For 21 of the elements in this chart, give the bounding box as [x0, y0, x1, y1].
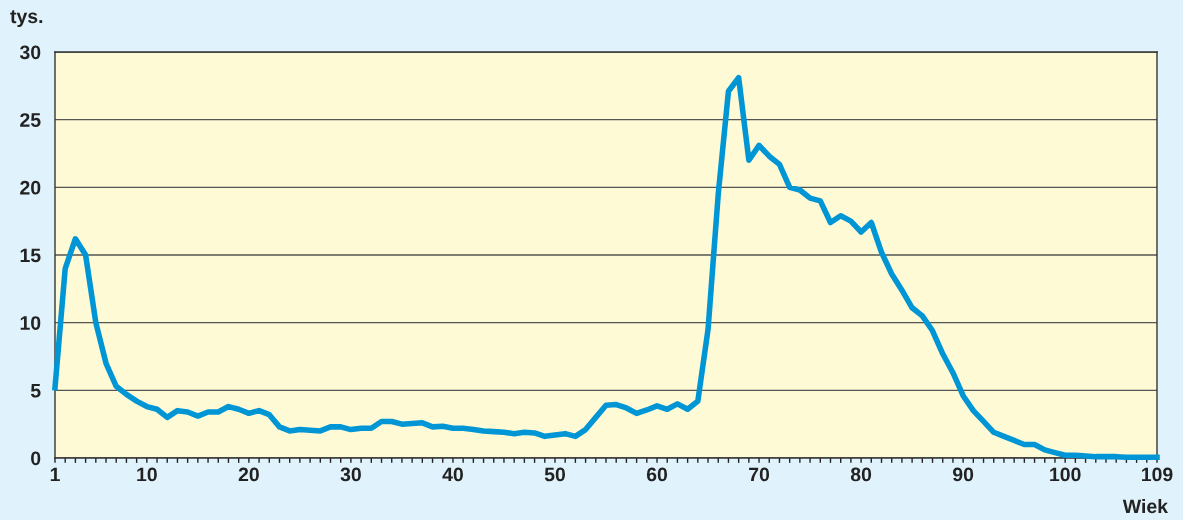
x-tick-label: 109: [1142, 467, 1173, 482]
x-tick-label: 50: [544, 467, 565, 482]
x-tick-label: 80: [850, 467, 872, 482]
x-tick-label: 60: [646, 467, 668, 482]
y-tick-label: 0: [31, 451, 41, 466]
x-tick-label: 30: [340, 467, 361, 482]
y-tick-label: 30: [19, 45, 41, 60]
x-tick-label: 100: [1050, 467, 1081, 482]
y-tick-label: 15: [20, 248, 41, 263]
x-tick-label: 20: [238, 467, 259, 482]
x-tick-label: 40: [442, 467, 463, 482]
x-tick-label: 70: [749, 467, 770, 482]
x-tick-label: 90: [952, 467, 974, 482]
x-axis-title: Wiek: [1122, 498, 1169, 514]
y-tick-label: 25: [20, 113, 41, 127]
y-tick-label: 10: [20, 316, 41, 330]
y-tick-label: 20: [20, 180, 41, 195]
y-axis-title: tys.: [10, 10, 43, 28]
y-tick-label: 5: [30, 384, 41, 398]
x-tick-label: 1: [50, 467, 60, 482]
x-tick-label: 10: [137, 467, 157, 482]
